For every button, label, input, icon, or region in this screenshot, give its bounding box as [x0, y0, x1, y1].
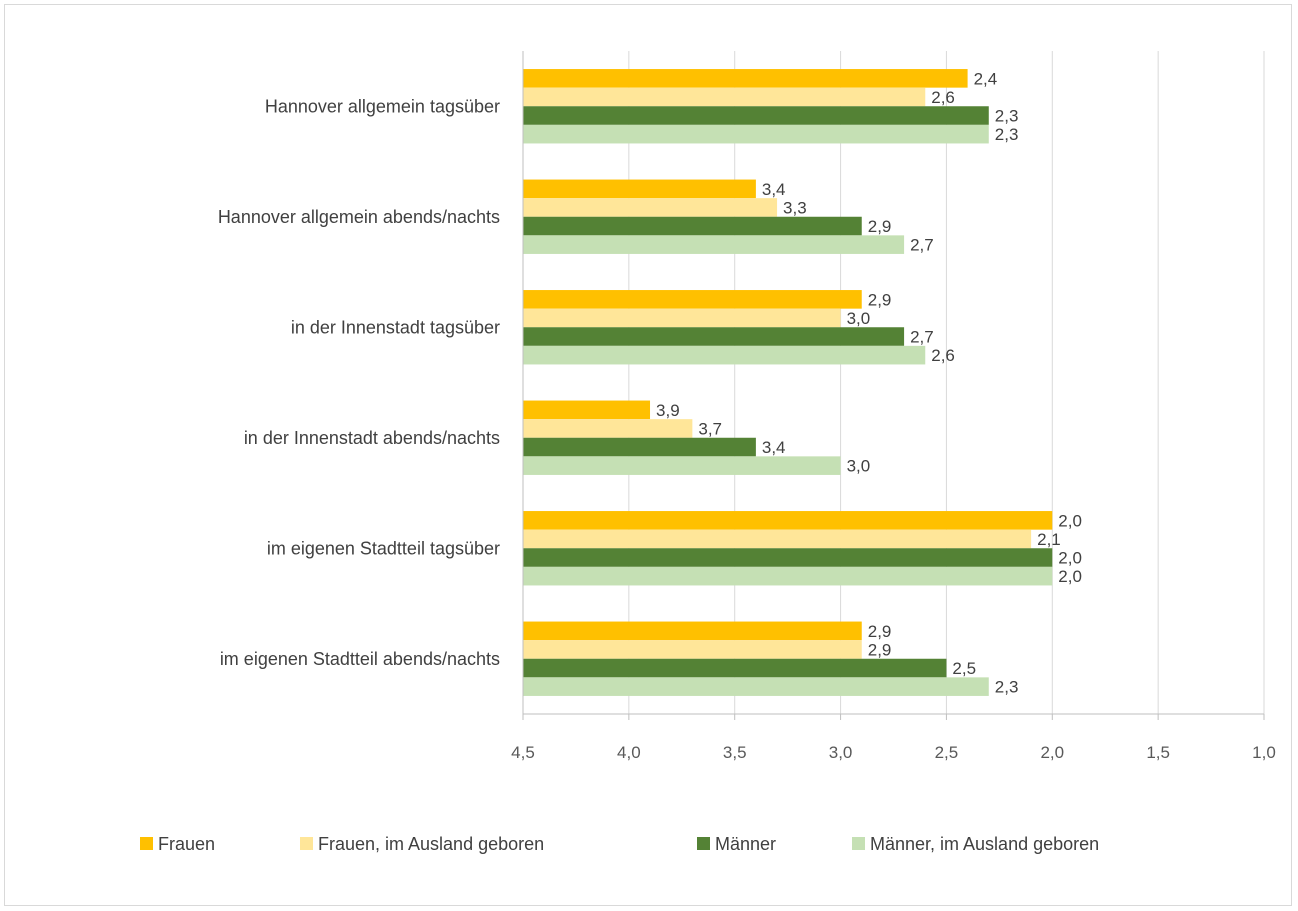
bar	[523, 456, 841, 475]
x-tick-label: 2,0	[1040, 743, 1064, 762]
legend-swatch	[697, 837, 710, 850]
data-label: 2,6	[931, 88, 955, 107]
data-label: 2,9	[868, 290, 892, 309]
bar	[523, 345, 926, 365]
bar	[523, 69, 968, 88]
data-label: 2,7	[910, 328, 934, 347]
data-label: 2,0	[1058, 549, 1082, 568]
category-label: in der Innenstadt tagsüber	[291, 317, 500, 337]
data-label: 2,1	[1037, 530, 1061, 549]
bar	[523, 327, 905, 346]
data-label: 2,9	[868, 622, 892, 641]
legend-label: Männer	[715, 834, 776, 854]
data-label: 2,4	[974, 69, 998, 88]
bar	[523, 106, 989, 125]
bar	[523, 308, 841, 328]
bar	[523, 437, 756, 457]
bar	[523, 216, 862, 236]
legend-label: Frauen	[158, 834, 215, 854]
x-tick-label: 2,5	[935, 743, 959, 762]
x-tick-label: 1,5	[1146, 743, 1170, 762]
bar	[523, 511, 1053, 530]
legend-swatch	[300, 837, 313, 850]
data-label: 2,5	[952, 659, 976, 678]
bar	[523, 529, 1032, 549]
bar	[523, 548, 1053, 567]
data-label: 2,3	[995, 678, 1019, 697]
bar	[523, 124, 989, 144]
x-tick-label: 3,5	[723, 743, 747, 762]
bar	[523, 290, 862, 309]
data-label: 2,9	[868, 640, 892, 659]
bar	[523, 179, 756, 199]
bar	[523, 400, 651, 420]
legend-label: Männer, im Ausland geboren	[870, 834, 1099, 854]
category-label: Hannover allgemein abends/nachts	[218, 207, 500, 227]
x-tick-label: 4,0	[617, 743, 641, 762]
category-label: in der Innenstadt abends/nachts	[244, 428, 500, 448]
legend-swatch	[140, 837, 153, 850]
bar	[523, 640, 862, 659]
data-label: 2,3	[995, 107, 1019, 126]
x-tick-label: 3,0	[829, 743, 853, 762]
data-label: 2,6	[931, 346, 955, 365]
bar	[523, 677, 989, 696]
category-label: im eigenen Stadtteil tagsüber	[267, 538, 500, 558]
bar	[523, 566, 1053, 586]
data-label: 2,9	[868, 217, 892, 236]
x-tick-label: 4,5	[511, 743, 535, 762]
category-label: im eigenen Stadtteil abends/nachts	[220, 649, 500, 669]
data-label: 3,4	[762, 438, 786, 457]
data-label: 3,7	[698, 419, 722, 438]
data-label: 2,3	[995, 125, 1019, 144]
data-label: 3,9	[656, 401, 680, 420]
legend-swatch	[852, 837, 865, 850]
legend-label: Frauen, im Ausland geboren	[318, 834, 544, 854]
data-label: 3,3	[783, 198, 807, 217]
data-label: 2,7	[910, 236, 934, 255]
data-label: 2,0	[1058, 511, 1082, 530]
category-label: Hannover allgemein tagsüber	[265, 96, 500, 116]
data-label: 2,0	[1058, 567, 1082, 586]
bar	[523, 87, 926, 107]
data-label: 3,0	[847, 457, 871, 476]
data-label: 3,0	[847, 309, 871, 328]
bar	[523, 235, 905, 254]
bar	[523, 621, 862, 641]
bar	[523, 419, 693, 438]
bar	[523, 658, 947, 678]
x-tick-label: 1,0	[1252, 743, 1276, 762]
bar	[523, 198, 778, 217]
data-label: 3,4	[762, 180, 786, 199]
